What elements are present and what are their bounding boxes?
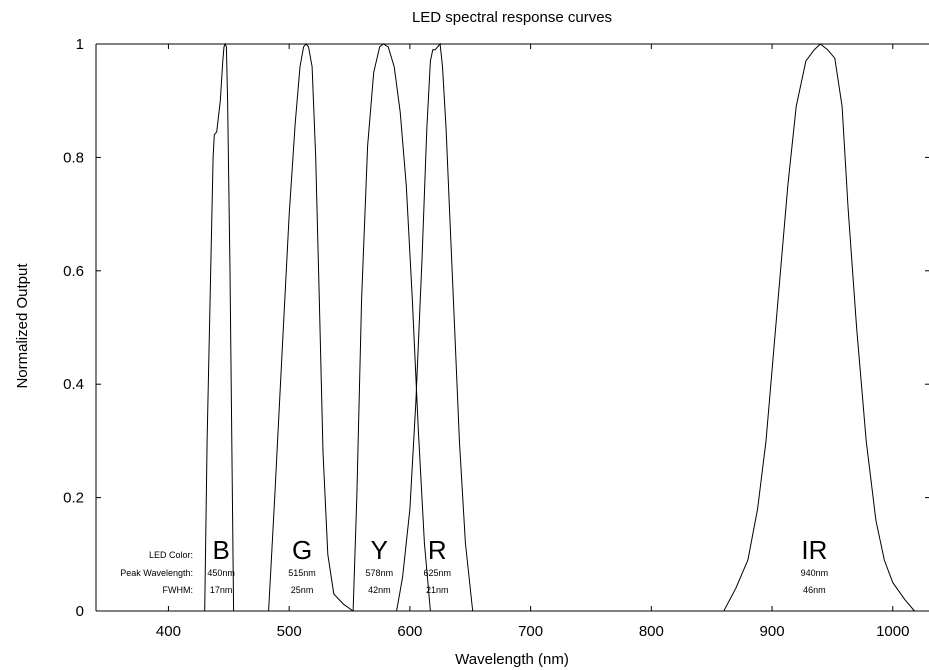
y-tick-label: 0 xyxy=(76,603,84,620)
x-axis-label: Wavelength (nm) xyxy=(455,651,569,668)
annotation-row-labels: LED Color: Peak Wavelength: FWHM: xyxy=(120,550,193,595)
led-color-letter: R xyxy=(428,535,447,565)
x-axis-ticks: 400 500 600 700 800 900 1000 xyxy=(156,44,909,640)
y-tick-label: 0.6 xyxy=(63,263,84,280)
y-tick-label: 0.2 xyxy=(63,490,84,507)
series-curves xyxy=(204,42,915,612)
fwhm-value: 42nm xyxy=(368,585,391,595)
y-axis-ticks: 0 0.2 0.4 0.6 0.8 1 xyxy=(63,36,929,620)
led-color-letter: IR xyxy=(801,535,827,565)
y-tick-label: 0.4 xyxy=(63,376,84,393)
led-annotations: B 450nm 17nm G 515nm 25nm Y 578nm 42nm R 625nm 21nm… xyxy=(207,535,828,595)
y-tick-label: 1 xyxy=(76,36,84,53)
plot-frame xyxy=(95,43,929,612)
peak-wavelength-value: 940nm xyxy=(801,568,829,578)
x-tick-label: 800 xyxy=(639,623,664,640)
curve-r xyxy=(396,42,474,612)
x-tick-label: 700 xyxy=(518,623,543,640)
fwhm-value: 17nm xyxy=(210,585,233,595)
peak-wavelength-value: 515nm xyxy=(288,568,316,578)
x-tick-label: 900 xyxy=(760,623,785,640)
led-color-letter: B xyxy=(213,535,230,565)
curve-g xyxy=(268,43,354,612)
row-label: LED Color: xyxy=(149,550,193,560)
led-color-letter: Y xyxy=(371,535,388,565)
curve-b xyxy=(204,42,235,612)
fwhm-value: 25nm xyxy=(291,585,314,595)
x-tick-label: 500 xyxy=(277,623,302,640)
peak-wavelength-value: 450nm xyxy=(207,568,235,578)
curve-ir xyxy=(723,43,915,612)
y-axis-label: Normalized Output xyxy=(14,263,31,389)
x-tick-label: 1000 xyxy=(876,623,909,640)
x-tick-label: 400 xyxy=(156,623,181,640)
led-color-letter: G xyxy=(292,535,312,565)
peak-wavelength-value: 578nm xyxy=(366,568,394,578)
fwhm-value: 46nm xyxy=(803,585,826,595)
fwhm-value: 21nm xyxy=(426,585,449,595)
x-tick-label: 600 xyxy=(397,623,422,640)
y-tick-label: 0.8 xyxy=(63,149,84,166)
chart-title: LED spectral response curves xyxy=(412,9,612,26)
row-label: Peak Wavelength: xyxy=(120,568,193,578)
row-label: FWHM: xyxy=(163,585,194,595)
peak-wavelength-value: 625nm xyxy=(424,568,452,578)
